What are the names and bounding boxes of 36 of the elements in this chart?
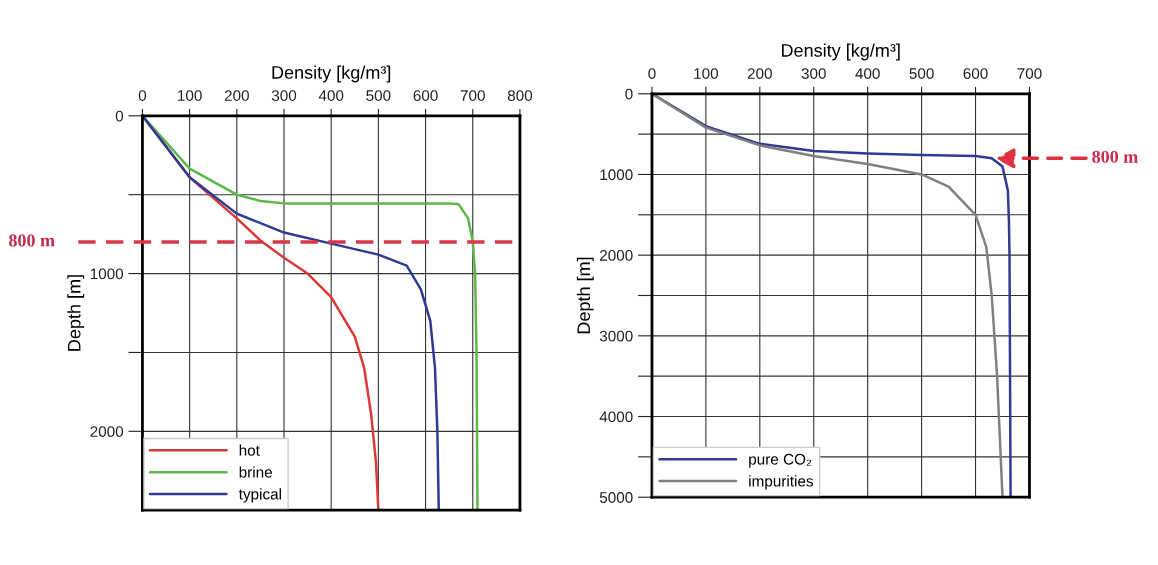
legend-label: brine (239, 466, 272, 478)
x-tick-label: 500 (366, 90, 391, 101)
x-tick-label: 0 (648, 68, 656, 79)
x-tick-label: 500 (909, 68, 934, 79)
x-tick-label: 100 (694, 68, 719, 79)
x-tick-label: 400 (318, 90, 344, 101)
x-tick-label: 700 (1017, 68, 1042, 79)
y-tick-label: 2000 (90, 426, 124, 438)
x-tick-label: 0 (138, 90, 147, 101)
legend-label: pure CO₂ (749, 453, 812, 468)
legend-label: hot (239, 444, 260, 456)
x-tick-label: 800 (507, 90, 533, 101)
y-tick-label: 3000 (599, 330, 633, 342)
x-tick-label: 600 (413, 90, 438, 101)
x-tick-label: 100 (178, 90, 202, 101)
x-tick-label: 200 (224, 90, 249, 101)
ref-line-label: 800 m (9, 234, 55, 247)
x-tick-label: 400 (855, 68, 880, 79)
legend-label: impurities (749, 475, 814, 490)
legend-label: typical (238, 488, 281, 503)
x-tick-label: 300 (801, 68, 826, 79)
x-tick-label: 300 (271, 90, 297, 101)
y-tick-label: 2000 (599, 250, 633, 261)
y-tick-label: 1000 (600, 169, 633, 181)
y-tick-label: 5000 (599, 492, 633, 503)
y-tick-label: 0 (115, 110, 124, 122)
x-tick-label: 200 (747, 68, 772, 79)
y-axis-title: Depth [m] (67, 275, 85, 351)
x-axis-title: Density [kg/m³] (272, 65, 391, 83)
y-axis-title: Depth [m] (576, 257, 594, 334)
annotation: 800 m (1092, 150, 1138, 163)
x-tick-label: 600 (963, 68, 988, 79)
x-tick-label: 700 (460, 90, 485, 101)
y-tick-label: 4000 (599, 411, 633, 423)
x-axis-title: Density [kg/m³] (781, 43, 900, 61)
y-tick-label: 1000 (90, 268, 124, 280)
